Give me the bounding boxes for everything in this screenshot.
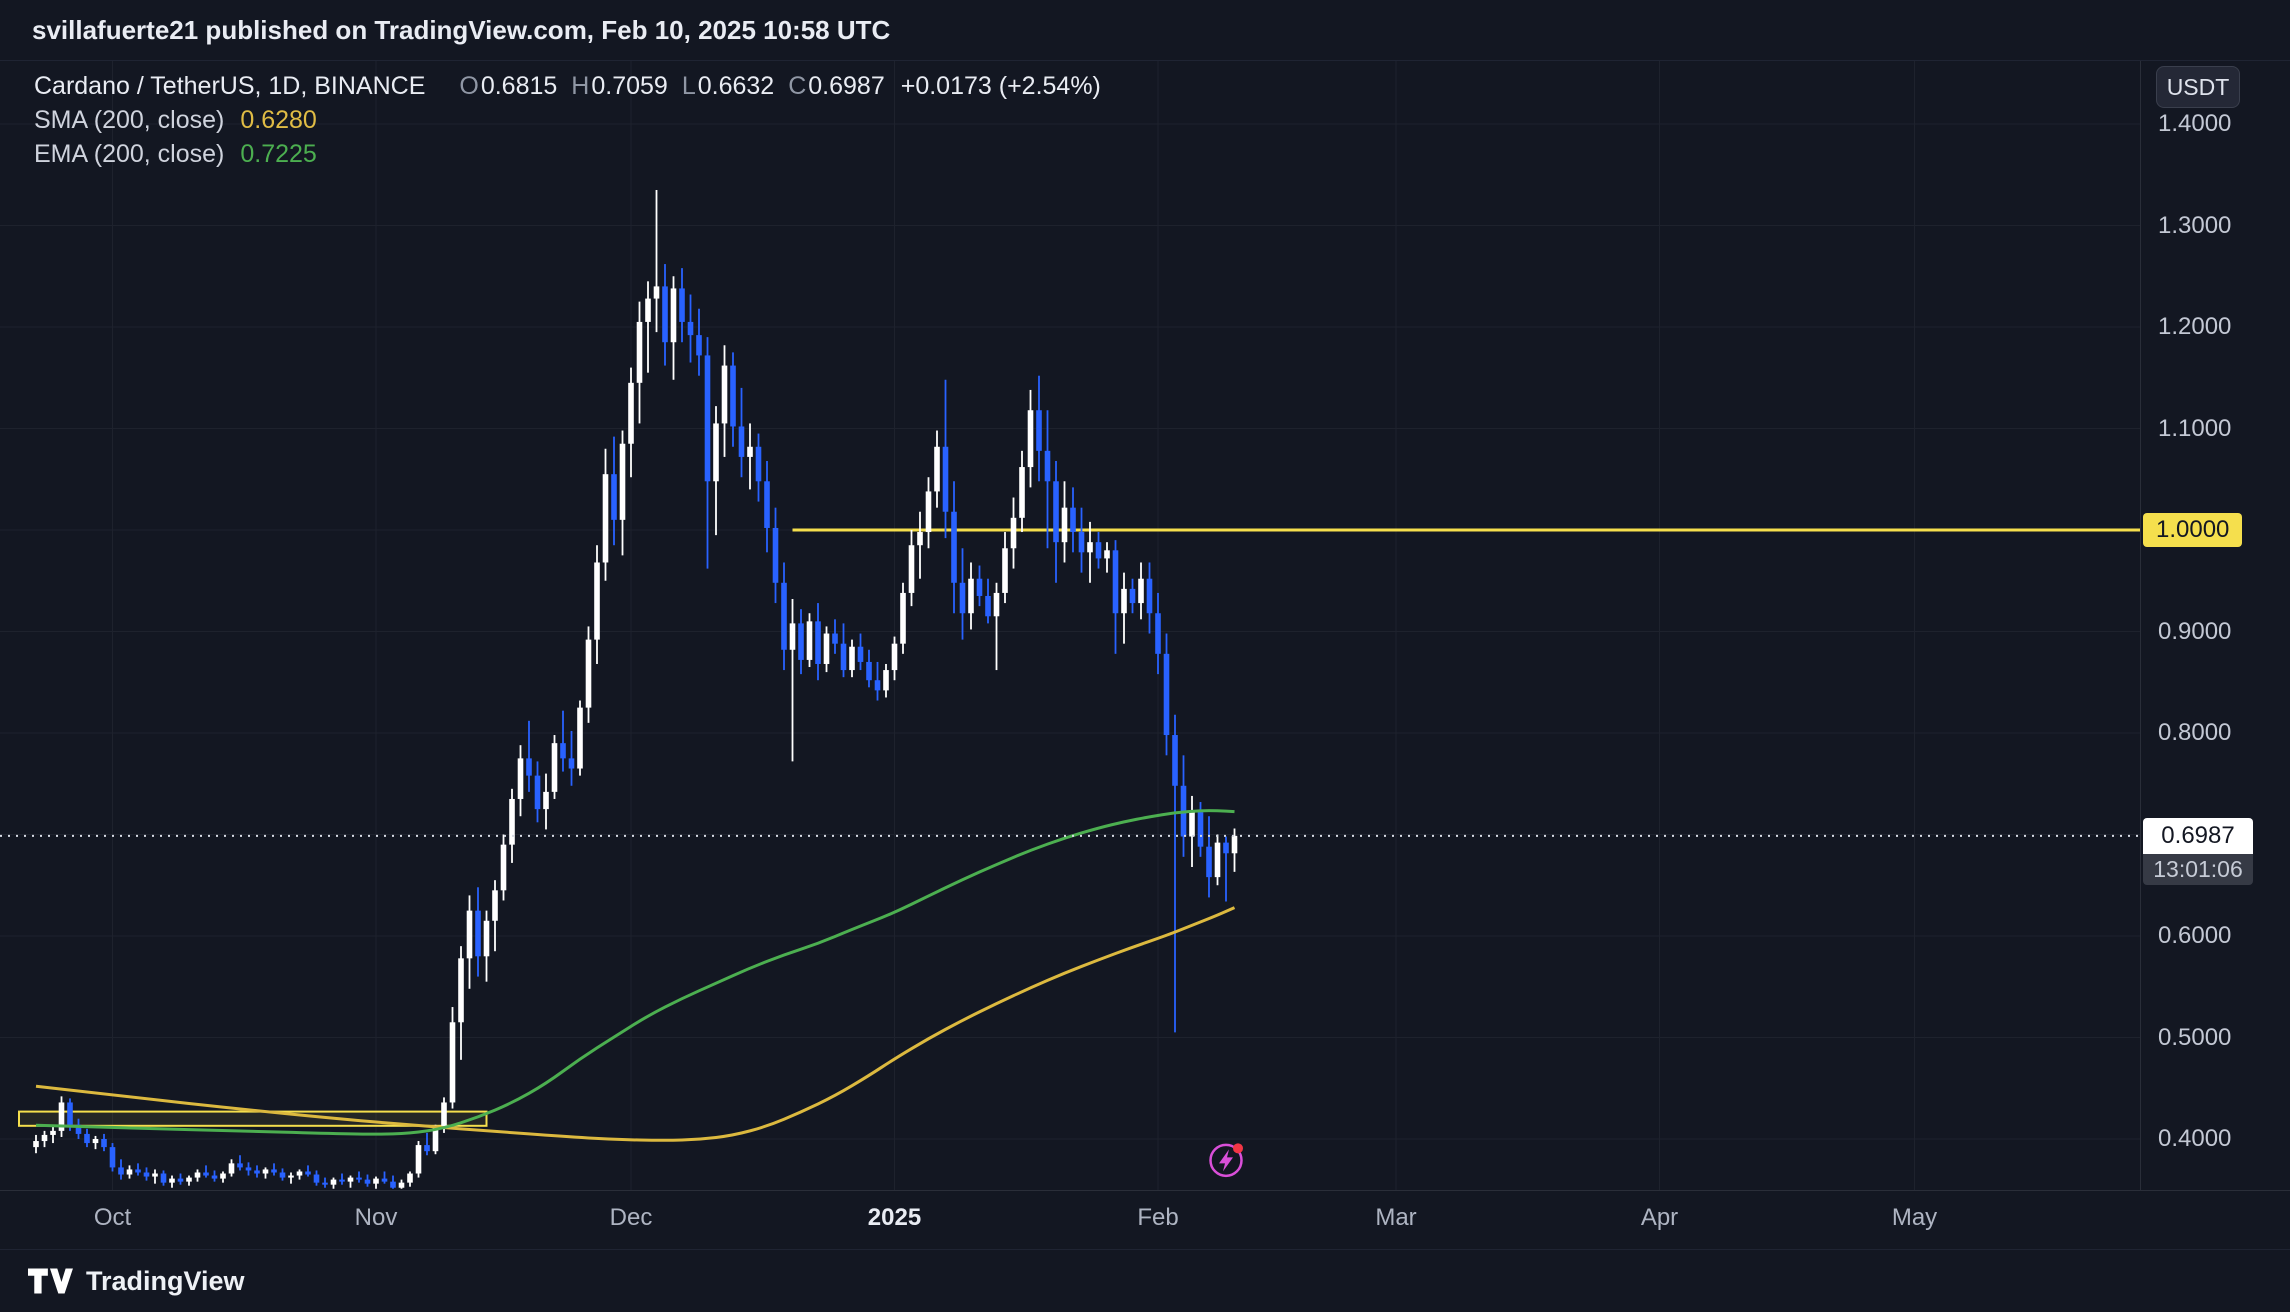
last-price-value: 0.6987 bbox=[2143, 817, 2253, 854]
price-tick-label: 0.9000 bbox=[2158, 617, 2232, 645]
time-tick-label: Feb bbox=[1137, 1204, 1179, 1231]
candlestick-series bbox=[33, 189, 1238, 1189]
sma-value: 0.6280 bbox=[240, 105, 317, 134]
last-price-tag[interactable]: 0.6987 13:01:06 bbox=[2143, 817, 2253, 885]
ohlc-value: 0.6815 bbox=[480, 71, 558, 100]
sma-line bbox=[35, 906, 1236, 1142]
price-chart-canvas[interactable] bbox=[0, 61, 2140, 1190]
ohlc-values: O0.6815 H0.7059 L0.6632 C0.6987 bbox=[445, 72, 884, 101]
publish-header: svillafuerte21 published on TradingView.… bbox=[0, 0, 2290, 61]
lightning-bolt-icon bbox=[1219, 1149, 1233, 1172]
change-value: +0.0173 (+2.54%) bbox=[900, 71, 1101, 100]
tradingview-logo-icon[interactable] bbox=[28, 1268, 74, 1294]
time-tick-label: Mar bbox=[1375, 1204, 1417, 1231]
chart-legend: Cardano / TetherUS, 1D, BINANCE O0.6815 H… bbox=[34, 69, 1101, 171]
price-tick-label: 0.5000 bbox=[2158, 1023, 2232, 1051]
ema-indicator-row[interactable]: EMA (200, close) 0.7225 bbox=[34, 137, 1101, 171]
time-tick-label: Dec bbox=[609, 1204, 653, 1231]
price-tick-label: 0.8000 bbox=[2158, 719, 2232, 746]
time-tick-label: 2025 bbox=[867, 1204, 922, 1231]
time-axis[interactable]: Oct Nov Dec 2025 Feb Mar Apr May bbox=[0, 1190, 2290, 1249]
price-tick-label: 0.4000 bbox=[2158, 1125, 2232, 1152]
tradingview-wordmark[interactable]: TradingView bbox=[86, 1265, 245, 1296]
price-tick-label: 0.6000 bbox=[2158, 922, 2232, 949]
price-tick-label: 1.2000 bbox=[2158, 313, 2232, 340]
ema-label: EMA (200, close) bbox=[34, 139, 225, 168]
ema-value: 0.7225 bbox=[240, 139, 317, 168]
bar-countdown: 13:01:06 bbox=[2143, 853, 2253, 885]
ma-overlays bbox=[35, 809, 1236, 1142]
sma-indicator-row[interactable]: SMA (200, close) 0.6280 bbox=[34, 103, 1101, 137]
ohlc-prefix: L bbox=[681, 71, 696, 100]
flash-icon[interactable] bbox=[1209, 1143, 1244, 1178]
price-tick-label: 1.1000 bbox=[2158, 414, 2232, 442]
price-tick-label: 1.3000 bbox=[2158, 211, 2232, 239]
ohlc-value: 0.6987 bbox=[808, 71, 885, 100]
publish-info-text: svillafuerte21 published on TradingView.… bbox=[32, 14, 891, 45]
sma-label: SMA (200, close) bbox=[34, 105, 225, 134]
time-tick-label: May bbox=[1891, 1204, 1938, 1231]
time-tick-label: Oct bbox=[93, 1204, 132, 1231]
alert-dot bbox=[1233, 1143, 1243, 1154]
ohlc-prefix: O bbox=[459, 71, 479, 100]
time-tick-label: Apr bbox=[1640, 1204, 1679, 1231]
chart-grid bbox=[0, 61, 2140, 1190]
footer-bar: TradingView bbox=[0, 1249, 2290, 1312]
ohlc-value: 0.7059 bbox=[591, 71, 668, 100]
price-axis[interactable]: USDT 1.0000 0.6987 13:01:06 1.4000 1.3000… bbox=[2140, 61, 2290, 1190]
ohlc-value: 0.6632 bbox=[697, 71, 775, 100]
rect-zone-drawing bbox=[18, 1110, 488, 1127]
price-tick-label: 1.4000 bbox=[2158, 110, 2232, 137]
level-price-tag[interactable]: 1.0000 bbox=[2143, 513, 2243, 547]
user-drawings[interactable] bbox=[18, 528, 2140, 1127]
ohlc-prefix: C bbox=[788, 71, 807, 100]
time-tick-label: Nov bbox=[354, 1204, 398, 1231]
chart-area[interactable]: Cardano / TetherUS, 1D, BINANCE O0.6815 H… bbox=[0, 61, 2290, 1190]
currency-toggle-button[interactable]: USDT bbox=[2156, 66, 2240, 108]
ohlc-prefix: H bbox=[571, 71, 590, 100]
ema-line bbox=[35, 809, 1235, 1136]
symbol-title[interactable]: Cardano / TetherUS, 1D, BINANCE bbox=[34, 71, 426, 100]
